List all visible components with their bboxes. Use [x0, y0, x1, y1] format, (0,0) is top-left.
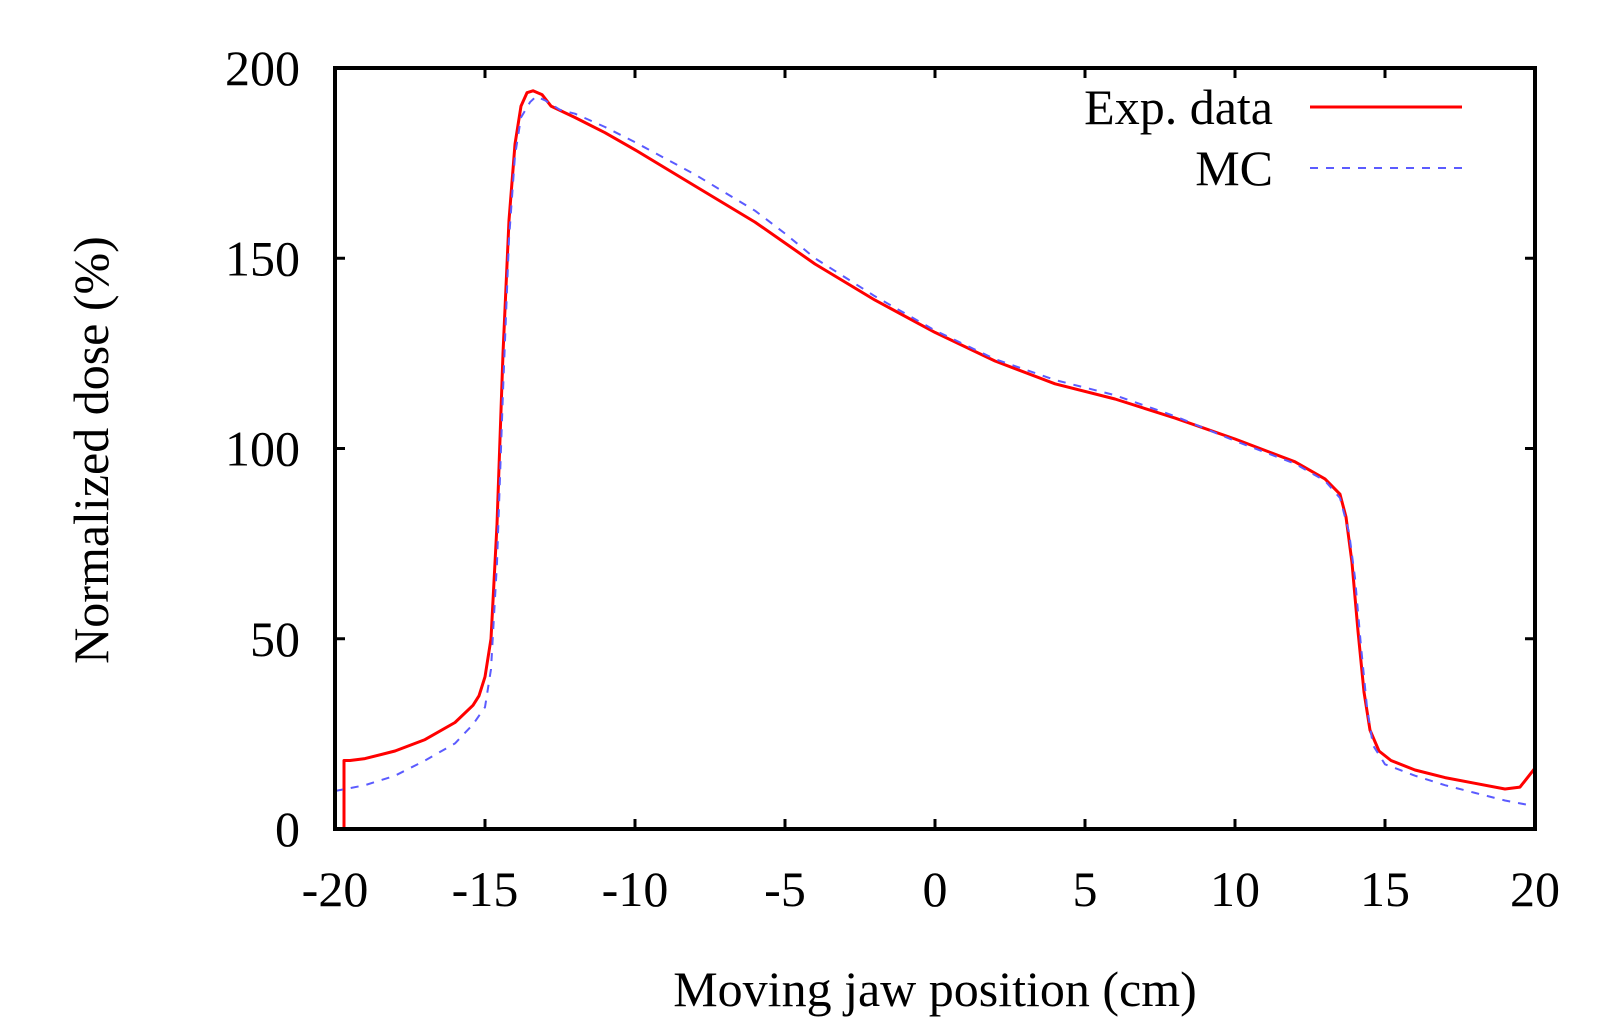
y-axis-label: Normalized dose (%) [63, 236, 119, 664]
y-tick-label: 200 [225, 40, 300, 96]
legend: Exp. data MC [1084, 79, 1462, 196]
y-tick-label: 100 [225, 421, 300, 477]
y-tick-label: 0 [275, 801, 300, 857]
legend-label-mc: MC [1195, 140, 1273, 196]
legend-label-exp-data: Exp. data [1084, 79, 1273, 135]
plot-lines [334, 89, 1537, 829]
y-tick-label: 50 [250, 611, 300, 667]
x-tick-label: 0 [923, 861, 948, 917]
y-axis-ticks: 0 50 100 150 200 [225, 40, 1535, 857]
x-axis-ticks: -20 -15 -10 -5 0 5 10 15 20 [302, 68, 1560, 917]
y-tick-label: 150 [225, 230, 300, 286]
plot-frame [333, 66, 1537, 831]
x-tick-label: 20 [1510, 861, 1560, 917]
x-tick-label: -5 [764, 861, 806, 917]
x-tick-label: 10 [1210, 861, 1260, 917]
x-tick-label: -15 [452, 861, 519, 917]
series-line-exp-data [342, 89, 1537, 829]
x-tick-label: -20 [302, 861, 369, 917]
x-tick-label: 15 [1360, 861, 1410, 917]
x-axis-label: Moving jaw position (cm) [673, 961, 1197, 1017]
series-line-mc [334, 95, 1536, 808]
x-tick-label: -10 [602, 861, 669, 917]
x-tick-label: 5 [1073, 861, 1098, 917]
